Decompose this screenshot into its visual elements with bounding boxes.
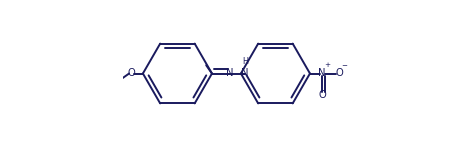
Text: O: O	[128, 69, 135, 78]
Text: N: N	[318, 69, 325, 78]
Text: N: N	[241, 69, 248, 78]
Text: −: −	[340, 63, 346, 69]
Text: O: O	[318, 90, 325, 100]
Text: +: +	[323, 62, 330, 68]
Text: H: H	[241, 57, 247, 66]
Text: N: N	[225, 69, 233, 78]
Text: O: O	[334, 69, 342, 78]
